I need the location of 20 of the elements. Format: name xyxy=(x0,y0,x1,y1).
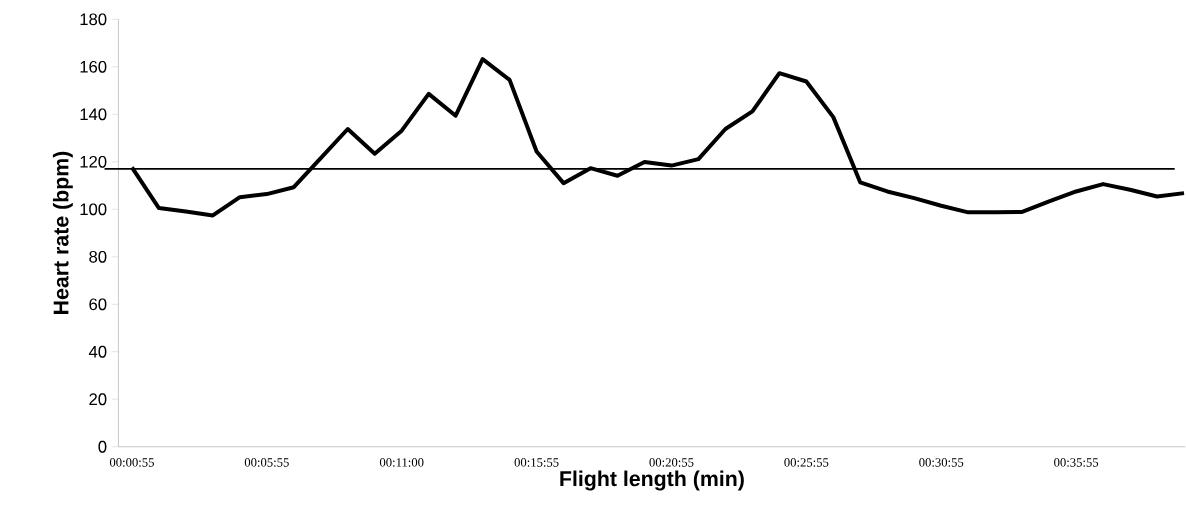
y-tick-label: 100 xyxy=(80,203,107,216)
x-tick-label: 00:15:55 xyxy=(514,458,559,467)
x-axis-title: Flight length (min) xyxy=(560,470,744,491)
y-tick-label: 140 xyxy=(80,108,107,121)
y-tick-label: 60 xyxy=(89,298,107,311)
x-tick-label: 00:35:55 xyxy=(1054,458,1099,467)
x-tick-label: 00:00:55 xyxy=(109,458,154,467)
x-tick-label: 00:11:00 xyxy=(379,458,424,467)
x-tick-label: 00:30:55 xyxy=(919,458,964,467)
y-tick-label: 40 xyxy=(88,346,107,358)
y-axis-title: Heart rate (bpm) xyxy=(52,151,73,315)
y-tick-label: 0 xyxy=(98,441,107,453)
y-tick-label: 160 xyxy=(80,61,107,73)
x-tick-label: 00:05:55 xyxy=(244,458,289,467)
x-tick-label: 00:20:55 xyxy=(649,458,694,467)
y-tick-label: 80 xyxy=(89,251,107,263)
y-tick-label: 20 xyxy=(89,393,107,406)
x-tick-label: 00:25:55 xyxy=(784,458,829,467)
y-tick-label: 120 xyxy=(80,156,107,168)
y-tick-label: 180 xyxy=(80,13,107,26)
